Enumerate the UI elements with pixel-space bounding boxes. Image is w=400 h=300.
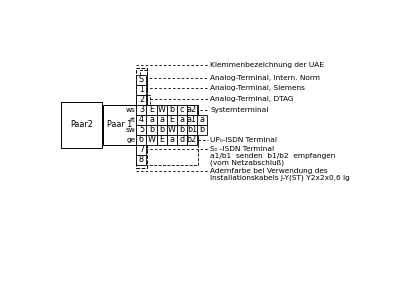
Bar — [136, 85, 146, 94]
Bar — [156, 135, 167, 145]
Bar — [136, 125, 146, 135]
Bar — [136, 105, 146, 115]
Text: 3: 3 — [139, 105, 144, 114]
Text: a: a — [149, 116, 154, 124]
Text: 8: 8 — [139, 155, 144, 164]
Text: ws: ws — [126, 107, 136, 113]
Bar — [146, 105, 156, 115]
Text: ge: ge — [126, 137, 136, 143]
Bar — [187, 115, 197, 124]
Text: Systemterminal: Systemterminal — [210, 107, 269, 113]
Bar — [146, 125, 156, 135]
Bar — [136, 95, 146, 104]
Bar — [167, 105, 177, 115]
Text: a1/b1  senden  b1/b2  empfangen: a1/b1 senden b1/b2 empfangen — [210, 153, 336, 159]
Bar — [136, 145, 146, 154]
Bar — [187, 135, 197, 145]
Bar — [156, 105, 167, 115]
Text: c: c — [180, 105, 184, 114]
Text: 6: 6 — [139, 136, 144, 145]
Text: 4: 4 — [139, 116, 144, 124]
Text: E: E — [169, 116, 174, 124]
Text: UP₀-ISDN Terminal: UP₀-ISDN Terminal — [210, 137, 278, 143]
Text: a1: a1 — [187, 116, 197, 124]
Bar — [136, 68, 147, 168]
Bar — [136, 155, 146, 165]
Text: b1: b1 — [187, 125, 197, 134]
Bar — [177, 135, 187, 145]
Text: a: a — [169, 136, 174, 145]
Text: sw: sw — [126, 127, 136, 133]
Bar — [147, 94, 150, 104]
Bar — [156, 125, 167, 135]
Bar — [177, 115, 187, 124]
Text: S₀ -ISDN Terminal: S₀ -ISDN Terminal — [210, 146, 274, 152]
Bar — [147, 104, 154, 115]
Bar — [146, 135, 156, 145]
Bar — [197, 125, 207, 135]
Text: 5: 5 — [139, 125, 144, 134]
Bar — [136, 135, 146, 145]
Text: Klemmenbezeichnung der UAE: Klemmenbezeichnung der UAE — [210, 62, 324, 68]
Bar — [187, 105, 197, 115]
Text: E: E — [159, 136, 164, 145]
Text: Analog-Terminal, DTAG: Analog-Terminal, DTAG — [210, 96, 294, 102]
Text: W: W — [158, 105, 166, 114]
Text: a2: a2 — [187, 105, 197, 114]
Text: 2: 2 — [139, 95, 144, 104]
Text: Analog-Terminal, Siemens: Analog-Terminal, Siemens — [210, 85, 305, 91]
Text: b: b — [199, 125, 204, 134]
Text: S: S — [139, 75, 144, 84]
Bar — [177, 125, 187, 135]
Text: b: b — [159, 125, 164, 134]
Text: Analog-Terminal, Intern. Norm: Analog-Terminal, Intern. Norm — [210, 75, 320, 81]
Bar — [140, 70, 147, 85]
Bar — [103, 105, 136, 145]
Text: Installationskabels J-Y(ST) Y2x2x0,6 lg: Installationskabels J-Y(ST) Y2x2x0,6 lg — [210, 174, 350, 181]
Text: 7: 7 — [139, 146, 144, 154]
Bar — [156, 115, 167, 124]
Bar — [154, 105, 198, 145]
Bar — [61, 102, 102, 148]
Bar — [167, 115, 177, 124]
Bar — [136, 75, 146, 85]
Text: b: b — [179, 125, 184, 134]
Bar — [187, 125, 197, 135]
Text: W: W — [148, 136, 156, 145]
Text: Paar2: Paar2 — [70, 120, 93, 129]
Text: a: a — [179, 116, 184, 124]
Text: (vom Netzabschluß): (vom Netzabschluß) — [210, 160, 284, 166]
Text: rt: rt — [130, 117, 136, 123]
Bar — [146, 115, 156, 124]
Text: b: b — [149, 125, 154, 134]
Bar — [167, 125, 177, 135]
Bar — [167, 135, 177, 145]
Text: a: a — [159, 116, 164, 124]
Bar — [197, 115, 207, 124]
Text: b2: b2 — [187, 136, 197, 145]
Text: E: E — [149, 105, 154, 114]
Bar — [177, 105, 187, 115]
Text: Adernfarbe bei Verwendung des: Adernfarbe bei Verwendung des — [210, 168, 328, 174]
Text: d: d — [179, 136, 184, 145]
Text: Paar 1: Paar 1 — [107, 120, 132, 129]
Text: W: W — [168, 125, 176, 134]
Bar — [136, 115, 146, 124]
Text: a: a — [199, 116, 204, 124]
Text: b: b — [169, 105, 174, 114]
Text: 1: 1 — [139, 85, 144, 94]
Bar — [145, 85, 147, 94]
Bar — [136, 105, 198, 165]
